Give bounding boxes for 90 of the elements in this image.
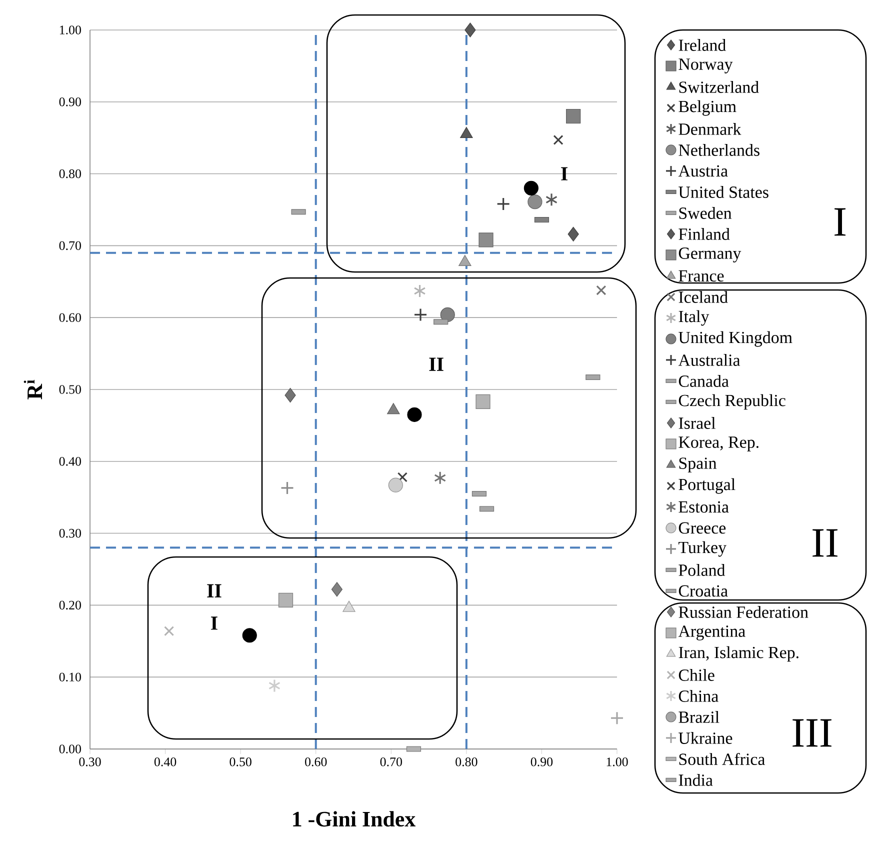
point [440, 307, 455, 322]
legend-label: United Kingdom [678, 331, 792, 347]
legend-label: Spain [679, 458, 717, 472]
point [414, 284, 426, 298]
point [476, 394, 490, 410]
legend-label: Switzerland [679, 81, 759, 93]
legend-label: Argentina [678, 626, 746, 640]
point [280, 481, 294, 495]
point [478, 232, 494, 248]
x-tick-label: 0.30 [79, 758, 101, 766]
y-tick-label: 0.40 [59, 456, 81, 466]
x-tick-label: 0.50 [230, 758, 252, 766]
legend-label: Belgium [678, 100, 736, 116]
legend-label: United States [678, 186, 768, 198]
y-tick-label: 1.00 [60, 26, 81, 34]
point [414, 308, 428, 322]
legend-label: Ireland [678, 39, 726, 51]
point [596, 285, 606, 296]
legend-label: India [678, 774, 713, 786]
point [284, 388, 296, 403]
legend-label: Norway [678, 58, 733, 74]
legend-label: South Africa [679, 752, 765, 766]
point [278, 592, 294, 608]
y-tick-label: 0.10 [59, 672, 81, 682]
x-axis-title: 1 -Gini Index [293, 811, 416, 827]
y-tick-label: 0.80 [59, 169, 81, 178]
annotation: II [207, 584, 222, 598]
y-tick-label: 0.20 [59, 600, 81, 610]
legend-label: Austria [678, 165, 728, 177]
x-tick-label: 1.00 [606, 758, 628, 766]
x-tick-label: 0.60 [305, 758, 327, 766]
point [242, 628, 257, 643]
legend-label: Israel [678, 417, 716, 429]
y-tick-label: 0.90 [59, 97, 81, 106]
legend-label: Netherlands [678, 144, 760, 156]
legend-label: Canada [678, 375, 729, 387]
legend-label: Italy [678, 310, 710, 326]
legend-label: Estonia [678, 501, 729, 513]
point [164, 626, 174, 636]
point [331, 582, 342, 597]
text: II [812, 529, 838, 557]
legend-label: Korea, Rep. [678, 436, 758, 452]
legend-label: Poland [678, 564, 726, 576]
x-tick-label: 0.40 [154, 758, 176, 766]
x-tick-label: 0.80 [456, 758, 478, 766]
legend-label: Russian Federation [678, 606, 808, 618]
legend-label: Iceland [678, 291, 728, 303]
legend-label: Germany [678, 248, 742, 262]
legend-label: China [678, 690, 718, 702]
legend-label: Turkey [678, 541, 726, 557]
legend-label: Australia [678, 354, 740, 366]
x-tick-label: 0.70 [380, 758, 402, 766]
point [568, 226, 579, 242]
legend-label: France [678, 270, 724, 282]
legend-label: Ukraine [678, 732, 732, 744]
y-tick-label: 0.70 [59, 241, 81, 250]
point [268, 678, 280, 693]
annotation: I [211, 616, 218, 630]
text: III [792, 719, 832, 747]
point [524, 180, 538, 196]
point [566, 108, 581, 124]
legend-label: Greece [678, 522, 726, 534]
legend-label: Iran, Islamic Rep. [678, 646, 798, 662]
annotation: I [561, 167, 568, 180]
point [407, 407, 422, 422]
point [546, 192, 558, 206]
legend-label: Chile [678, 669, 714, 681]
legend-label: Denmark [678, 123, 742, 135]
y-tick-label: 0.00 [59, 744, 81, 754]
legend-label: Portugal [678, 478, 736, 494]
point [434, 471, 446, 485]
legend-label: Sweden [679, 207, 732, 219]
y-axis-title: R$^{i}$ [24, 380, 42, 400]
point [464, 22, 476, 38]
point [496, 197, 510, 211]
point [528, 194, 542, 210]
text: I [834, 208, 846, 236]
legend-label: Finland [678, 228, 730, 240]
annotation: II [429, 358, 444, 371]
point [610, 711, 624, 725]
legend-label: Brazil [678, 711, 720, 723]
legend-label: Croatia [678, 585, 728, 597]
point [388, 478, 403, 492]
x-tick-label: 0.90 [530, 758, 553, 766]
y-tick-label: 0.50 [59, 385, 81, 394]
point [397, 472, 408, 482]
y-tick-label: 0.60 [59, 313, 81, 322]
legend-label: Czech Republic [678, 394, 786, 410]
point [553, 134, 564, 146]
y-tick-label: 0.30 [59, 528, 81, 538]
